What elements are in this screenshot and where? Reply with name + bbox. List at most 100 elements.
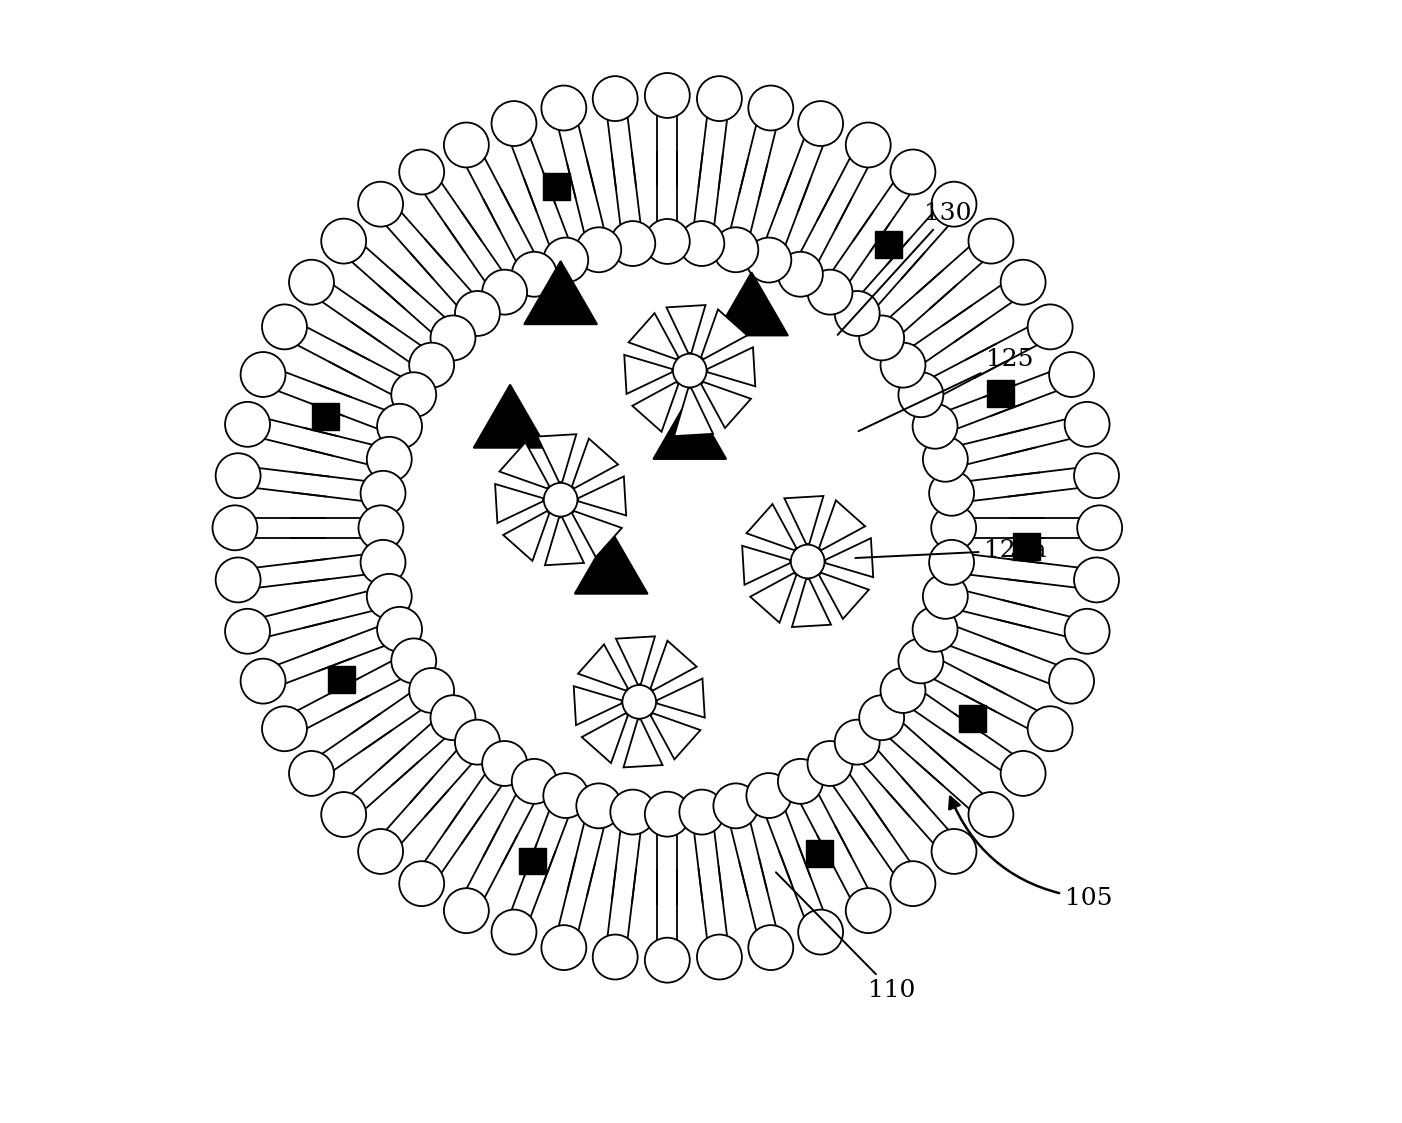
Polygon shape [624, 720, 663, 767]
Circle shape [791, 545, 824, 578]
Circle shape [1049, 659, 1094, 704]
Circle shape [359, 505, 404, 550]
Polygon shape [537, 435, 576, 482]
Circle shape [358, 829, 402, 874]
Circle shape [645, 219, 690, 264]
Polygon shape [573, 686, 621, 725]
Polygon shape [746, 504, 796, 550]
Circle shape [798, 910, 843, 955]
Circle shape [645, 73, 690, 118]
Circle shape [400, 861, 444, 906]
Polygon shape [708, 347, 756, 386]
Circle shape [593, 934, 638, 979]
Circle shape [456, 720, 501, 765]
Polygon shape [651, 713, 701, 759]
Circle shape [1028, 304, 1073, 349]
Circle shape [899, 639, 944, 684]
Circle shape [890, 861, 935, 906]
Circle shape [492, 910, 537, 955]
Circle shape [289, 751, 334, 796]
Polygon shape [474, 384, 547, 448]
Circle shape [1074, 557, 1119, 602]
Polygon shape [792, 579, 831, 627]
Text: 110: 110 [775, 873, 916, 1002]
Circle shape [859, 695, 904, 740]
Circle shape [409, 343, 454, 387]
Polygon shape [524, 261, 597, 325]
Circle shape [541, 85, 586, 130]
Circle shape [262, 304, 307, 349]
Circle shape [482, 741, 527, 786]
Polygon shape [572, 511, 622, 557]
Circle shape [899, 372, 944, 417]
Circle shape [923, 437, 967, 482]
Circle shape [360, 540, 405, 585]
Circle shape [1001, 751, 1046, 796]
Circle shape [680, 789, 725, 834]
Polygon shape [632, 382, 679, 431]
Circle shape [610, 789, 655, 834]
Polygon shape [615, 637, 655, 684]
Bar [313, 403, 339, 430]
Circle shape [226, 609, 271, 654]
Polygon shape [701, 310, 747, 359]
Circle shape [931, 182, 976, 227]
Circle shape [391, 372, 436, 417]
Circle shape [913, 404, 958, 449]
Circle shape [544, 238, 589, 283]
Polygon shape [578, 645, 628, 691]
Circle shape [241, 351, 286, 396]
Circle shape [544, 483, 578, 517]
Bar [987, 380, 1014, 407]
Circle shape [360, 471, 405, 515]
Polygon shape [503, 511, 550, 560]
Bar [875, 231, 901, 258]
Circle shape [680, 221, 725, 266]
Circle shape [213, 505, 258, 550]
Polygon shape [575, 530, 648, 594]
Circle shape [923, 574, 967, 619]
Polygon shape [572, 439, 618, 489]
Circle shape [808, 741, 852, 786]
Polygon shape [578, 476, 627, 515]
Circle shape [262, 706, 307, 751]
Bar [328, 666, 355, 693]
Polygon shape [750, 573, 796, 622]
Text: 125: 125 [858, 348, 1033, 431]
Circle shape [492, 101, 537, 146]
Circle shape [216, 557, 261, 602]
Polygon shape [826, 538, 873, 577]
Circle shape [969, 219, 1014, 264]
Circle shape [969, 792, 1014, 837]
Circle shape [576, 227, 621, 272]
Circle shape [430, 316, 475, 360]
Bar [959, 705, 986, 732]
Circle shape [1001, 259, 1046, 304]
Circle shape [216, 454, 261, 499]
Circle shape [798, 101, 843, 146]
Circle shape [610, 221, 655, 266]
Polygon shape [653, 395, 726, 459]
Polygon shape [666, 305, 705, 353]
Circle shape [400, 149, 444, 194]
Circle shape [645, 792, 690, 837]
Polygon shape [784, 496, 823, 544]
Polygon shape [545, 518, 585, 565]
Circle shape [367, 574, 412, 619]
Circle shape [778, 759, 823, 804]
Circle shape [714, 784, 758, 829]
Circle shape [512, 759, 557, 804]
Circle shape [358, 182, 402, 227]
Circle shape [541, 925, 586, 970]
Circle shape [321, 219, 366, 264]
Polygon shape [819, 573, 869, 619]
Circle shape [890, 149, 935, 194]
Circle shape [834, 720, 879, 765]
Text: 105: 105 [949, 797, 1112, 910]
Circle shape [622, 685, 656, 719]
Circle shape [444, 122, 489, 167]
Circle shape [845, 888, 890, 933]
Circle shape [377, 404, 422, 449]
Circle shape [645, 938, 690, 983]
Circle shape [321, 792, 366, 837]
